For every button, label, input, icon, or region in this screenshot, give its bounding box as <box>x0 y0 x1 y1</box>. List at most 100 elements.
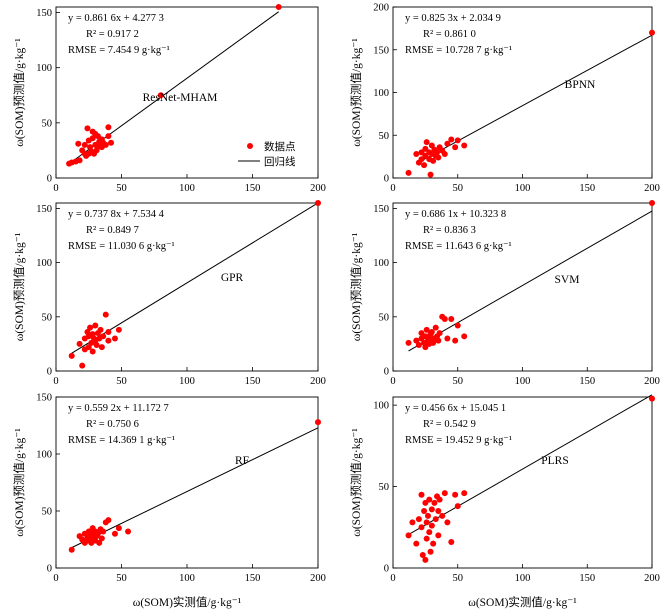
y-axis-label: ω(SOM)预测值/g·kg⁻¹ <box>13 38 26 147</box>
data-point <box>98 344 105 351</box>
data-point <box>427 548 434 555</box>
x-tick-label: 100 <box>179 183 195 194</box>
data-point <box>157 92 164 99</box>
data-point <box>432 324 439 331</box>
data-point <box>432 516 439 523</box>
data-point <box>422 145 429 152</box>
x-tick-label: 150 <box>245 573 261 584</box>
data-point <box>423 535 430 542</box>
data-point <box>68 352 75 359</box>
data-point <box>454 503 461 510</box>
data-point <box>452 491 459 498</box>
data-point <box>315 200 321 206</box>
y-axis-label: ω(SOM)预测值/g·kg⁻¹ <box>350 38 363 147</box>
x-tick-label: 50 <box>453 573 464 584</box>
data-point <box>441 315 448 322</box>
data-point <box>415 516 422 523</box>
data-point <box>76 340 83 347</box>
x-tick-label: 100 <box>515 573 531 584</box>
model-label: SVM <box>555 274 580 286</box>
y-tick-label: 50 <box>379 482 390 493</box>
data-point <box>444 140 451 147</box>
equation-label: y = 0.559 2x + 11.172 7 <box>68 403 169 414</box>
data-point <box>649 395 655 402</box>
data-point <box>418 491 425 498</box>
x-tick-label: 200 <box>310 376 326 387</box>
data-point <box>108 139 115 146</box>
y-tick-label: 50 <box>379 131 390 142</box>
regression-line <box>68 202 319 356</box>
x-tick-label: 200 <box>644 573 660 584</box>
data-point <box>87 324 94 331</box>
data-point <box>421 162 428 169</box>
y-tick-label: 50 <box>379 312 390 323</box>
data-point <box>105 133 112 140</box>
y-tick-label: 150 <box>36 8 52 19</box>
panel-rf: 0 50 100 150 200 0 50 100 150 ω(SOM)预测值/g·kg⁻¹ ω(S… <box>13 393 326 610</box>
data-point <box>418 524 425 531</box>
data-point <box>413 337 420 344</box>
data-point <box>461 490 468 497</box>
data-point <box>461 142 468 149</box>
rmse-label: RMSE = 19.452 9 g·kg⁻¹ <box>405 435 512 446</box>
regression-line <box>408 210 653 352</box>
data-point <box>75 140 82 147</box>
data-point <box>409 519 416 526</box>
x-tick-label: 50 <box>453 183 464 194</box>
data-point <box>105 328 112 335</box>
data-point <box>448 315 455 322</box>
data-point <box>436 496 443 503</box>
r2-label: R² = 0.542 9 <box>423 419 476 430</box>
data-point <box>94 530 101 537</box>
data-point <box>452 337 459 344</box>
x-tick-label: 150 <box>579 183 595 194</box>
data-point <box>422 152 429 159</box>
data-point <box>444 519 451 526</box>
data-point <box>439 512 446 519</box>
data-point <box>115 525 122 532</box>
data-point <box>428 328 435 335</box>
y-axis-label: ω(SOM)预测值/g·kg⁻¹ <box>13 428 26 537</box>
y-tick-label: 0 <box>384 564 389 575</box>
x-tick-label: 0 <box>390 573 395 584</box>
x-tick-label: 150 <box>579 573 595 584</box>
data-point <box>461 333 468 340</box>
data-point <box>89 135 96 142</box>
y-tick-label: 0 <box>47 174 52 185</box>
x-tick-label: 50 <box>116 573 127 584</box>
x-tick-label: 0 <box>53 376 58 387</box>
y-axis-label: ω(SOM)预测值/g·kg⁻¹ <box>13 232 26 341</box>
y-tick-label: 200 <box>373 3 389 14</box>
x-tick-label: 200 <box>644 376 660 387</box>
x-tick-label: 0 <box>390 376 395 387</box>
data-point <box>426 496 433 503</box>
x-tick-label: 50 <box>453 376 464 387</box>
data-point <box>454 137 461 144</box>
data-point <box>85 344 92 351</box>
data-point <box>415 341 422 348</box>
data-point <box>418 149 425 156</box>
y-tick-label: 150 <box>373 204 389 215</box>
data-point <box>94 133 101 140</box>
model-label: BPNN <box>565 79 596 91</box>
x-tick-label: 0 <box>390 183 395 194</box>
y-tick-label: 100 <box>373 401 389 412</box>
data-point <box>435 154 442 161</box>
data-point <box>441 151 448 158</box>
regression-line <box>408 394 653 536</box>
data-point <box>125 528 132 535</box>
data-point <box>100 333 107 340</box>
r2-label: R² = 0.750 6 <box>86 419 139 430</box>
y-tick-label: 0 <box>384 367 389 378</box>
y-tick-label: 0 <box>384 174 389 185</box>
data-point <box>102 141 109 148</box>
x-tick-label: 100 <box>515 376 531 387</box>
data-point <box>111 530 118 537</box>
data-point <box>275 4 282 10</box>
equation-label: y = 0.825 3x + 2.034 9 <box>405 13 501 24</box>
x-tick-label: 0 <box>53 183 58 194</box>
r2-label: R² = 0.849 7 <box>86 225 139 236</box>
x-tick-label: 150 <box>579 376 595 387</box>
rmse-label: RMSE = 11.030 6 g·kg⁻¹ <box>68 241 175 252</box>
